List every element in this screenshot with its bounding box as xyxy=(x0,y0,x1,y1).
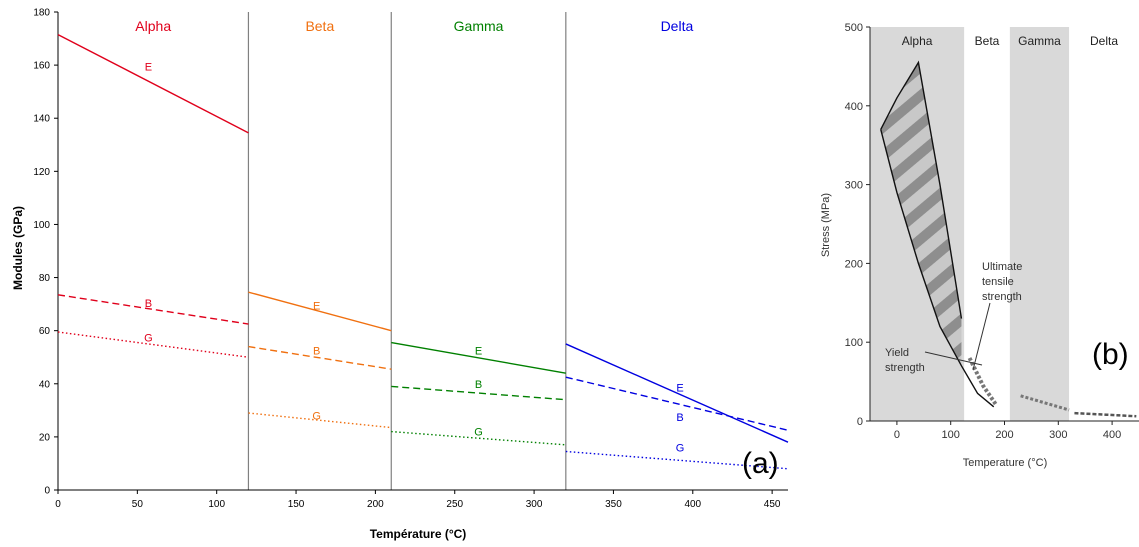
b-y-tick-label: 500 xyxy=(845,22,863,34)
series-label-beta-e: E xyxy=(313,300,320,312)
series-label-gamma-g: G xyxy=(474,427,483,439)
phase-region-gamma xyxy=(1009,27,1070,421)
series-line-alpha-g xyxy=(57,331,249,358)
series-label-beta-g: G xyxy=(312,411,321,423)
x-tick-label: 450 xyxy=(764,499,781,510)
y-tick-label: 20 xyxy=(39,432,51,443)
b-y-tick-label: 300 xyxy=(845,180,863,192)
chart-b-annotations: Ultimate tensile strength Yield strength xyxy=(885,261,1022,374)
b-x-tick-label: 400 xyxy=(1103,429,1121,441)
delta-strength-band xyxy=(1074,411,1137,418)
chart-a-axes xyxy=(57,12,788,491)
x-tick-label: 350 xyxy=(605,499,622,510)
series-label-alpha-g: G xyxy=(144,332,153,344)
y-tick-label: 180 xyxy=(33,8,50,19)
ultimate-strength-curve xyxy=(880,60,963,319)
series-label-delta-b: B xyxy=(676,412,683,424)
series-line-alpha-e xyxy=(57,33,249,134)
series-label-alpha-e: E xyxy=(145,61,152,73)
x-tick-label: 50 xyxy=(132,499,144,510)
chart-b-axes xyxy=(869,27,1139,422)
strength-band xyxy=(880,62,962,366)
phase-name-gamma: Gamma xyxy=(454,18,504,34)
b-x-tick-label: 200 xyxy=(995,429,1013,441)
x-tick-label: 200 xyxy=(367,499,384,510)
series-line-gamma-e xyxy=(391,341,566,374)
x-tick-label: 150 xyxy=(288,499,305,510)
series-label-beta-b: B xyxy=(313,346,320,358)
phase-name-b-alpha: Alpha xyxy=(902,34,933,48)
series-line-gamma-g xyxy=(391,430,566,446)
chart-a-phase-boundaries xyxy=(247,12,567,490)
series-label-alpha-b: B xyxy=(145,298,152,310)
chart-b-panel-tag: (b) xyxy=(1092,338,1129,371)
y-tick-label: 120 xyxy=(33,167,50,178)
gamma-strength-band xyxy=(1020,394,1070,412)
x-tick-label: 300 xyxy=(526,499,543,510)
chart-b-curves xyxy=(880,60,1137,418)
chart-b-x-axis-label: Temperature (°C) xyxy=(963,457,1047,469)
series-line-delta-b xyxy=(565,376,789,431)
annotation-yield-line: Yield xyxy=(885,347,909,359)
annotation-yield-line: strength xyxy=(885,362,925,374)
chart-a-curve-labels: E B G E B G E B G E B G xyxy=(144,61,684,454)
series-label-gamma-b: B xyxy=(475,379,482,391)
b-x-tick-label: 100 xyxy=(942,429,960,441)
series-line-beta-b xyxy=(248,345,392,370)
series-line-delta-e xyxy=(565,343,789,443)
phase-name-b-gamma: Gamma xyxy=(1018,34,1061,48)
chart-b-y-ticks: 0 100 200 300 400 500 xyxy=(845,22,870,428)
y-tick-label: 80 xyxy=(39,273,51,284)
b-x-tick-label: 300 xyxy=(1049,429,1067,441)
chart-a-phase-names: Alpha Beta Gamma Delta xyxy=(135,18,693,34)
y-tick-label: 100 xyxy=(33,220,50,231)
annotation-uts-line: Ultimate xyxy=(982,261,1022,273)
series-label-delta-e: E xyxy=(676,383,683,395)
chart-b-x-ticks: 0 100 200 300 400 xyxy=(894,421,1121,441)
y-tick-label: 40 xyxy=(39,379,51,390)
annotation-yield-leader xyxy=(924,351,983,366)
phase-name-b-delta: Delta xyxy=(1090,34,1118,48)
b-y-tick-label: 0 xyxy=(857,416,863,428)
x-tick-label: 250 xyxy=(446,499,463,510)
x-tick-label: 0 xyxy=(55,499,61,510)
chart-b-phase-regions xyxy=(870,27,1070,421)
phase-name-b-beta: Beta xyxy=(975,34,1000,48)
phase-region-alpha xyxy=(870,27,965,421)
chart-b-phase-names: Alpha Beta Gamma Delta xyxy=(902,34,1119,48)
chart-a-x-ticks: 0 50 100 150 200 250 300 350 400 450 xyxy=(55,490,781,510)
y-tick-label: 0 xyxy=(44,486,50,497)
b-y-tick-label: 200 xyxy=(845,258,863,270)
annotation-uts-line: strength xyxy=(982,291,1022,303)
series-line-gamma-b xyxy=(391,385,566,401)
series-label-delta-g: G xyxy=(676,442,685,454)
chart-a-series xyxy=(57,33,789,470)
beta-strength-band xyxy=(967,357,999,407)
y-tick-label: 60 xyxy=(39,326,51,337)
chart-a-x-axis-label: Température (°C) xyxy=(370,527,467,541)
b-x-tick-label: 0 xyxy=(894,429,900,441)
series-line-alpha-b xyxy=(57,294,249,325)
series-line-delta-g xyxy=(565,450,789,470)
chart-a-y-ticks: 0 20 40 60 80 100 120 140 160 180 xyxy=(33,8,58,497)
b-y-tick-label: 400 xyxy=(845,101,863,113)
chart-a-y-axis-label: Modules (GPa) xyxy=(11,206,25,290)
phase-name-beta: Beta xyxy=(305,18,334,34)
series-label-gamma-e: E xyxy=(475,346,482,358)
x-tick-label: 400 xyxy=(684,499,701,510)
chart-a: 0 20 40 60 80 100 120 140 160 180 0 50 100 150 200 250… xyxy=(11,8,789,541)
y-tick-label: 160 xyxy=(33,61,50,72)
annotation-uts-line: tensile xyxy=(982,276,1014,288)
yield-strength-curve xyxy=(880,129,995,408)
y-tick-label: 140 xyxy=(33,114,50,125)
annotation-uts-leader xyxy=(972,302,991,371)
phase-name-alpha: Alpha xyxy=(135,18,171,34)
chart-b-y-axis-label: Stress (MPa) xyxy=(820,193,832,257)
x-tick-label: 100 xyxy=(208,499,225,510)
series-line-beta-e xyxy=(248,291,392,332)
chart-a-panel-tag: (a) xyxy=(742,447,779,480)
phase-name-delta: Delta xyxy=(661,18,694,34)
b-y-tick-label: 100 xyxy=(845,337,863,349)
